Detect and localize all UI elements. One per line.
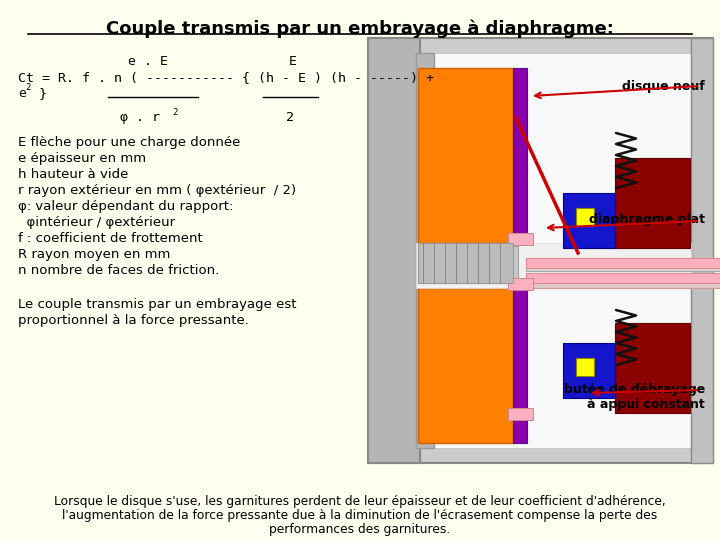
- Text: r rayon extérieur en mm ( φextérieur  / 2): r rayon extérieur en mm ( φextérieur / 2…: [18, 184, 296, 197]
- Text: disque neuf: disque neuf: [622, 80, 705, 93]
- Bar: [416, 53, 691, 448]
- Bar: [508, 408, 533, 420]
- Bar: [513, 288, 527, 443]
- Bar: [418, 246, 518, 283]
- Text: l'augmentation de la force pressante due à la diminution de l'écrasement compens: l'augmentation de la force pressante due…: [63, 509, 657, 522]
- Text: R rayon moyen en mm: R rayon moyen en mm: [18, 248, 171, 261]
- Bar: [508, 233, 533, 245]
- Text: diaphragme plat: diaphragme plat: [589, 213, 705, 226]
- Text: φintérieur / φextérieur: φintérieur / φextérieur: [18, 216, 175, 229]
- Text: butée de débrayage: butée de débrayage: [564, 383, 705, 396]
- Bar: [563, 193, 618, 248]
- Text: }: }: [31, 87, 47, 100]
- Bar: [576, 208, 594, 226]
- Bar: [368, 38, 713, 463]
- Bar: [418, 288, 513, 443]
- Text: E flèche pour une charge donnée: E flèche pour une charge donnée: [18, 136, 240, 149]
- Bar: [691, 38, 713, 463]
- Text: performances des garnitures.: performances des garnitures.: [269, 523, 451, 536]
- Text: e épaisseur en mm: e épaisseur en mm: [18, 152, 146, 165]
- Bar: [368, 38, 420, 463]
- Text: φ: valeur dépendant du rapport:: φ: valeur dépendant du rapport:: [18, 200, 233, 213]
- Bar: [513, 68, 527, 243]
- Text: e . E: e . E: [128, 55, 168, 68]
- Bar: [508, 278, 533, 290]
- Text: Lorsque le disque s'use, les garnitures perdent de leur épaisseur et de leur coe: Lorsque le disque s'use, les garnitures …: [54, 495, 666, 508]
- Bar: [615, 323, 690, 413]
- Bar: [615, 158, 690, 248]
- Text: n nombre de faces de friction.: n nombre de faces de friction.: [18, 264, 220, 277]
- Bar: [526, 273, 720, 283]
- Bar: [418, 68, 513, 243]
- Bar: [526, 275, 720, 288]
- Text: Le couple transmis par un embrayage est: Le couple transmis par un embrayage est: [18, 298, 297, 311]
- Text: f : coefficient de frottement: f : coefficient de frottement: [18, 232, 203, 245]
- Text: E: E: [289, 55, 297, 68]
- Text: e: e: [18, 87, 26, 100]
- Bar: [416, 53, 434, 448]
- Text: Ct = R. f . n ( ----------- { (h - E ) (h - -----) +: Ct = R. f . n ( ----------- { (h - E ) (…: [18, 71, 434, 84]
- Bar: [563, 343, 618, 398]
- Bar: [526, 258, 720, 268]
- Bar: [526, 258, 720, 271]
- Text: φ . r: φ . r: [120, 111, 160, 124]
- Text: 2: 2: [25, 83, 30, 92]
- Text: à appui constant: à appui constant: [588, 398, 705, 411]
- Text: 2: 2: [172, 108, 177, 117]
- Text: h hauteur à vide: h hauteur à vide: [18, 168, 128, 181]
- Text: 2: 2: [286, 111, 294, 124]
- Text: Couple transmis par un embrayage à diaphragme:: Couple transmis par un embrayage à diaph…: [106, 20, 614, 38]
- Bar: [576, 358, 594, 376]
- Bar: [418, 243, 513, 283]
- Text: proportionnel à la force pressante.: proportionnel à la force pressante.: [18, 314, 249, 327]
- Bar: [416, 243, 691, 288]
